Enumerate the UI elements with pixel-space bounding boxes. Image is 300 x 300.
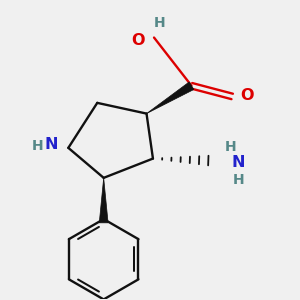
Text: O: O [241, 88, 254, 103]
Text: H: H [233, 173, 244, 187]
Text: H: H [154, 16, 166, 30]
Polygon shape [99, 178, 108, 223]
Text: N: N [232, 155, 245, 170]
Polygon shape [146, 82, 194, 114]
Text: O: O [131, 33, 145, 48]
Text: H: H [225, 140, 236, 154]
Text: N: N [45, 137, 58, 152]
Text: H: H [32, 139, 44, 153]
